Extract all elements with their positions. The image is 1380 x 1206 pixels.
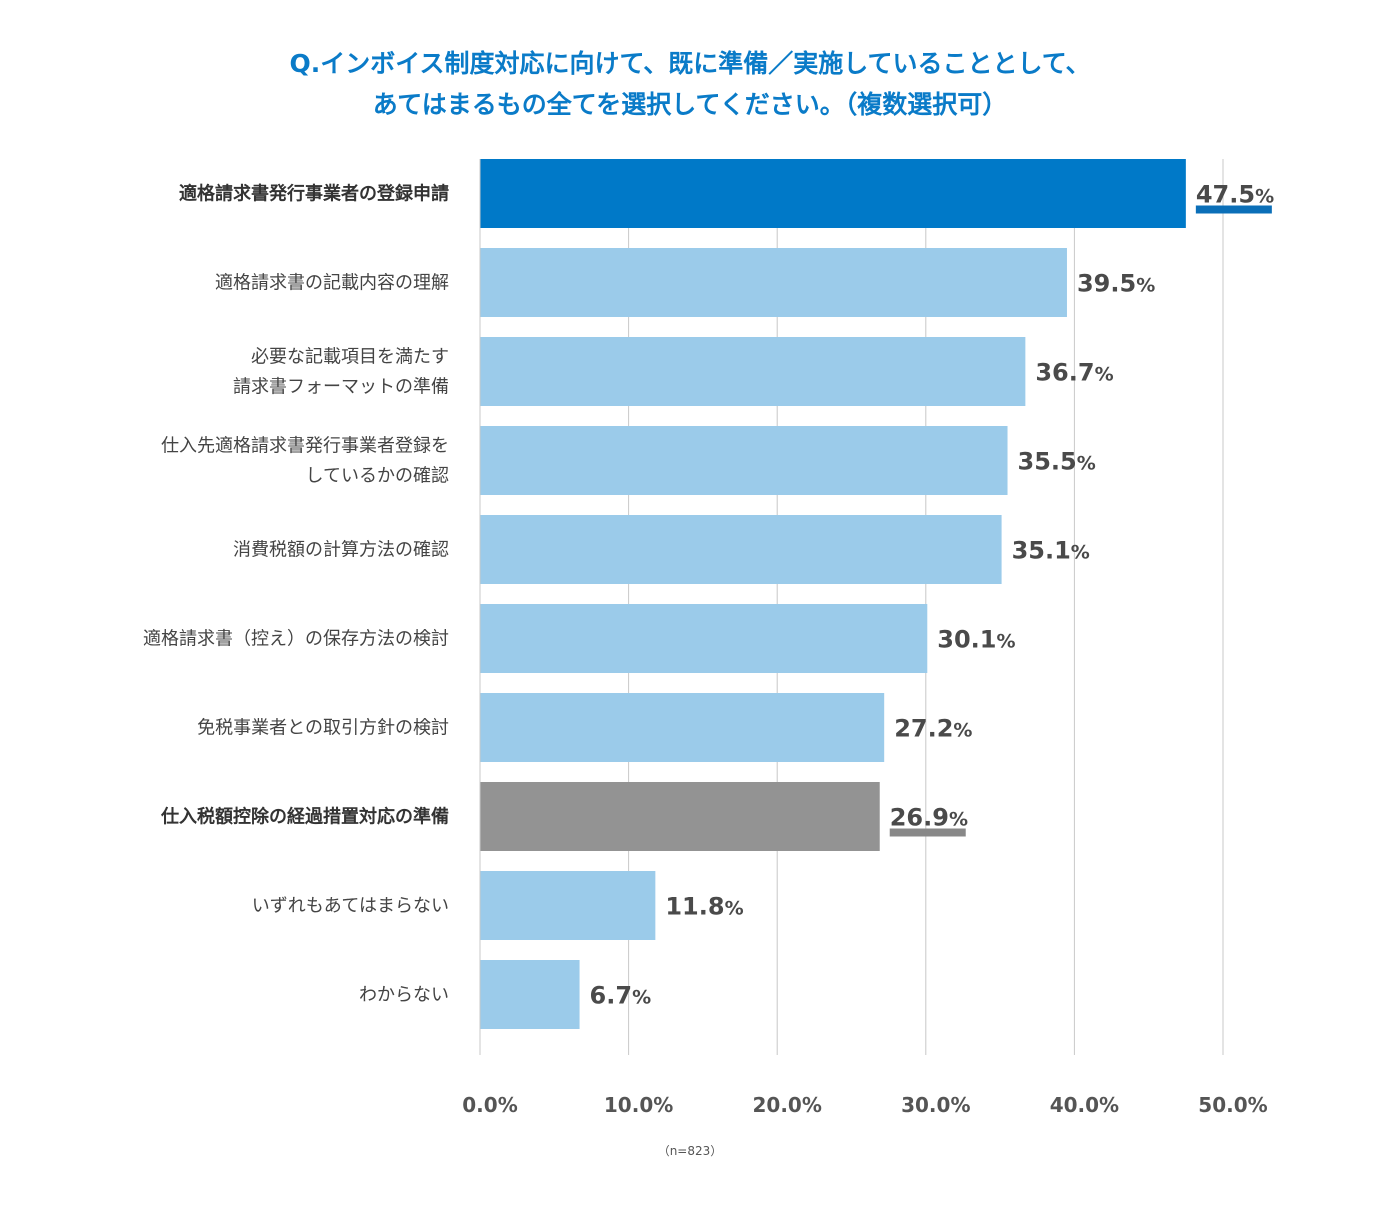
value-number: 36.7 (1035, 359, 1094, 387)
category-label: 請求書フォーマットの準備 (233, 377, 449, 398)
value-unit: % (632, 987, 651, 1009)
value-label: 27.2% (894, 715, 972, 743)
value-unit: % (1071, 542, 1090, 564)
category-label: 必要な記載項目を満たす (251, 347, 449, 368)
category-label: いずれもあてはまらない (252, 896, 449, 917)
value-label: 26.9% (890, 804, 968, 832)
value-label: 6.7% (590, 982, 652, 1010)
bar (480, 693, 885, 762)
value-unit: % (1077, 453, 1096, 475)
bar (480, 782, 880, 851)
value-label: 35.5% (1018, 448, 1096, 476)
value-unit: % (949, 809, 968, 831)
category-label: 免税事業者との取引方針の検討 (197, 718, 449, 739)
x-tick-label: 20.0% (753, 1093, 822, 1117)
value-unit: % (953, 720, 972, 742)
bar (480, 960, 580, 1029)
bar (480, 515, 1002, 584)
value-number: 47.5 (1196, 181, 1255, 209)
value-label: 47.5% (1196, 181, 1274, 209)
value-number: 26.9 (890, 804, 949, 832)
value-unit: % (1095, 364, 1114, 386)
bar (480, 871, 656, 940)
category-label: 適格請求書（控え）の保存方法の検討 (143, 629, 449, 650)
value-label: 30.1% (937, 626, 1015, 654)
value-number: 35.5 (1018, 448, 1077, 476)
value-unit: % (997, 631, 1016, 653)
category-label: 仕入税額控除の経過措置対応の準備 (160, 806, 449, 828)
x-tick-label: 30.0% (901, 1093, 970, 1117)
value-unit: % (725, 898, 744, 920)
category-label: 適格請求書の記載内容の理解 (215, 273, 449, 294)
bar (480, 337, 1026, 406)
category-label: しているかの確認 (306, 466, 449, 487)
x-tick-label: 50.0% (1198, 1093, 1267, 1117)
value-number: 30.1 (937, 626, 996, 654)
bar (480, 604, 928, 673)
value-number: 11.8 (665, 893, 724, 921)
category-label: 消費税額の計算方法の確認 (233, 540, 449, 561)
value-label: 35.1% (1012, 537, 1090, 565)
bar (480, 159, 1186, 228)
chart-title-line: あてはまるもの全てを選択してください。（複数選択可） (373, 90, 1008, 119)
value-number: 39.5 (1077, 270, 1136, 298)
value-number: 6.7 (590, 982, 633, 1010)
category-label: 適格請求書発行事業者の登録申請 (179, 183, 449, 205)
bar (480, 248, 1067, 317)
category-label: 仕入先適格請求書発行事業者登録を (161, 436, 449, 457)
chart-title-line: Q.インボイス制度対応に向けて、既に準備／実施していることとして、 (289, 49, 1090, 78)
sample-size-note: （n=823） (658, 1144, 723, 1158)
x-tick-label: 0.0% (462, 1093, 517, 1117)
value-label-underline (1195, 205, 1272, 214)
x-tick-label: 40.0% (1050, 1093, 1119, 1117)
bar (480, 426, 1008, 495)
category-label: わからない (359, 985, 449, 1006)
value-number: 35.1 (1012, 537, 1071, 565)
value-unit: % (1255, 186, 1274, 208)
value-label: 39.5% (1077, 270, 1155, 298)
x-tick-label: 10.0% (604, 1093, 673, 1117)
value-label: 36.7% (1035, 359, 1113, 387)
value-label-underline (889, 828, 966, 837)
value-label: 11.8% (665, 893, 743, 921)
value-unit: % (1136, 275, 1155, 297)
value-number: 27.2 (894, 715, 953, 743)
